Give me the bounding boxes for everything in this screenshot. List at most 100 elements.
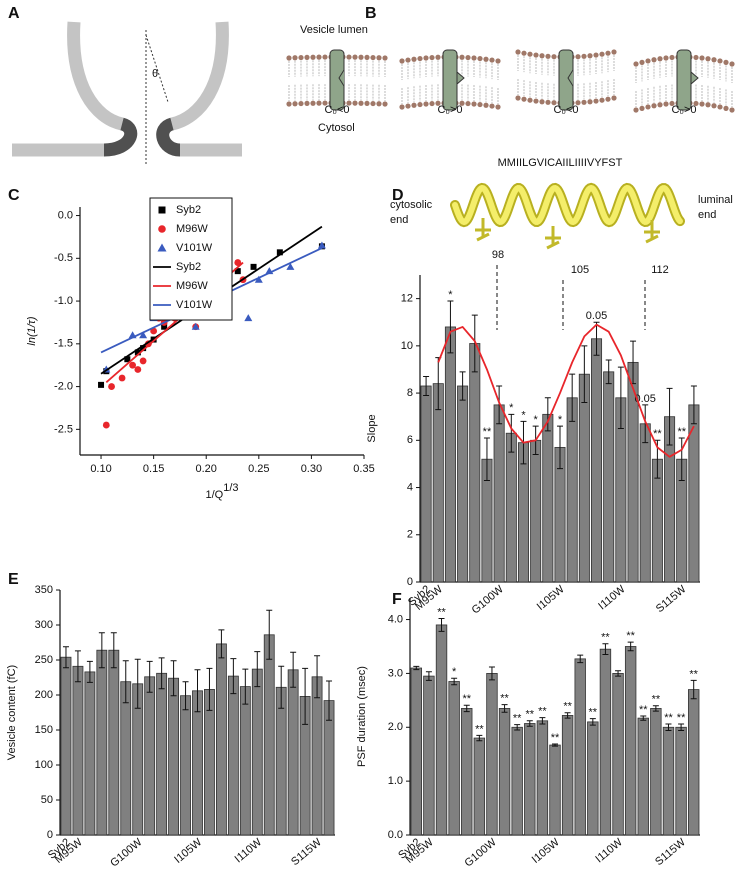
lipid-head [639, 105, 645, 111]
lipid-head [705, 102, 711, 108]
point [108, 383, 115, 390]
residue-label: 105 [571, 264, 589, 276]
panel-label: C [8, 187, 20, 204]
lipid-head [575, 100, 581, 106]
lipid-head [483, 102, 489, 108]
error-bar [146, 660, 153, 693]
error-bar [581, 345, 588, 404]
point [161, 323, 168, 330]
lipid-head [298, 100, 304, 107]
point [317, 241, 326, 249]
lipid-head [459, 54, 465, 60]
bar [448, 681, 460, 836]
lipid-head [364, 100, 370, 106]
lipid-head [405, 57, 411, 63]
panel-label: A [8, 5, 20, 22]
bar [688, 689, 700, 836]
bar [120, 681, 132, 836]
lipid-head [699, 55, 705, 61]
curvature-label: C₀<0 [553, 104, 578, 116]
error-bar [302, 667, 309, 725]
lipid-head [429, 54, 435, 61]
error-bar [508, 413, 515, 453]
y-tick-label: 3.0 [388, 667, 403, 679]
error-bar [526, 720, 533, 727]
error-bar [483, 437, 490, 481]
bar [549, 744, 561, 836]
lipid-head [587, 99, 593, 105]
end-label: end [698, 209, 716, 221]
bar [84, 671, 96, 836]
bar [156, 672, 168, 836]
error-bar [640, 715, 647, 721]
point [129, 361, 136, 369]
y-tick-label: 4 [407, 481, 413, 493]
error-bar [74, 650, 81, 683]
lipid-head [286, 55, 292, 61]
lipid-head [376, 55, 382, 61]
significance-label: ** [483, 426, 492, 438]
error-bar [254, 651, 261, 688]
lipid-head [417, 55, 423, 62]
error-bar [62, 646, 69, 669]
bar [423, 675, 435, 836]
y-tick-label: -1.0 [54, 295, 73, 307]
significance-label: ** [513, 712, 522, 724]
point [250, 263, 257, 270]
protein-bump [690, 70, 699, 86]
bar [493, 404, 505, 583]
lipid-head [581, 53, 587, 59]
error-bar [593, 321, 600, 356]
error-bar [194, 669, 201, 713]
lipid-head [645, 104, 651, 110]
end-label: end [390, 214, 408, 226]
x-tick-label: 0.30 [301, 463, 322, 475]
lipid-head [645, 58, 651, 64]
bar [662, 726, 675, 836]
lipid-head [663, 101, 669, 107]
bar [96, 649, 108, 836]
lipid-head [521, 50, 527, 56]
error-bar [206, 667, 213, 711]
lipid-head [551, 54, 557, 60]
legend-label: V101W [176, 242, 213, 254]
point [140, 345, 147, 352]
x-axis-label: 1/Q1/3 [205, 482, 238, 501]
bar [574, 658, 586, 836]
y-axis-label: ln(1/τ) [26, 316, 38, 346]
error-bar [557, 425, 563, 470]
legend-label: Syb2 [176, 204, 201, 216]
lipid-head [489, 103, 495, 109]
error-bar [413, 665, 420, 671]
bar [168, 677, 180, 836]
bar [561, 715, 574, 836]
panel-label: F [392, 591, 402, 608]
point [98, 381, 105, 388]
membrane [170, 21, 229, 131]
legend-marker [157, 243, 167, 252]
bar [587, 721, 599, 836]
lipid-head [705, 56, 711, 62]
bar [435, 624, 448, 836]
lipid-head [527, 51, 533, 57]
lipid-head [723, 105, 729, 111]
error-bar [690, 385, 697, 425]
membrane [103, 117, 138, 157]
significance-label: ** [601, 632, 610, 644]
point [139, 331, 148, 339]
x-tick-label: G100W [470, 583, 507, 617]
lipid-head [465, 100, 471, 107]
bar [524, 723, 536, 836]
lipid-head [477, 101, 483, 108]
lipid-head [599, 51, 605, 57]
panel-label: D [392, 187, 404, 204]
x-tick-label: I110W [596, 583, 628, 612]
lipid-head [611, 49, 617, 55]
lipid-head [423, 55, 429, 61]
lumen-label: Vesicle lumen [300, 24, 368, 36]
lipid-head [405, 103, 411, 109]
error-bar [501, 704, 508, 713]
point [276, 249, 283, 256]
x-tick-label: 0.15 [143, 463, 164, 475]
lipid-head [599, 97, 605, 103]
